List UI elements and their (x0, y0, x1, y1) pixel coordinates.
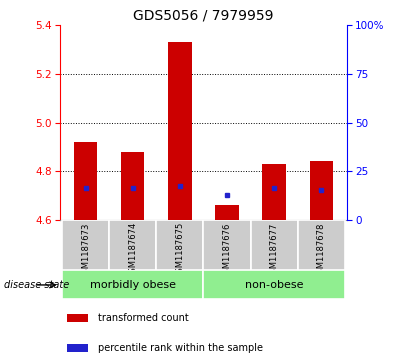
Bar (67, 344, 88, 352)
Bar (168, 42, 192, 220)
Text: morbidly obese: morbidly obese (90, 280, 175, 290)
Bar (156, 220, 203, 270)
Text: percentile rank within the sample: percentile rank within the sample (98, 343, 263, 353)
Bar (251, 220, 298, 270)
Title: GDS5056 / 7979959: GDS5056 / 7979959 (133, 9, 274, 23)
Text: disease state: disease state (4, 280, 69, 290)
Bar (298, 220, 345, 270)
Bar (262, 164, 286, 220)
Text: GSM1187673: GSM1187673 (81, 222, 90, 278)
Text: GSM1187675: GSM1187675 (175, 222, 185, 278)
Bar (74, 142, 97, 220)
Bar (203, 220, 251, 270)
Bar (62, 220, 109, 270)
Bar (121, 152, 145, 220)
Text: GSM1187676: GSM1187676 (222, 222, 231, 278)
Bar (309, 162, 333, 220)
Bar (203, 270, 345, 299)
Bar (109, 220, 156, 270)
Text: GSM1187677: GSM1187677 (270, 222, 279, 278)
Bar (67, 314, 88, 322)
Bar (215, 205, 239, 220)
Text: non-obese: non-obese (245, 280, 303, 290)
Text: GSM1187674: GSM1187674 (128, 222, 137, 278)
Bar (62, 270, 203, 299)
Text: GSM1187678: GSM1187678 (317, 222, 326, 278)
Text: transformed count: transformed count (98, 313, 189, 323)
